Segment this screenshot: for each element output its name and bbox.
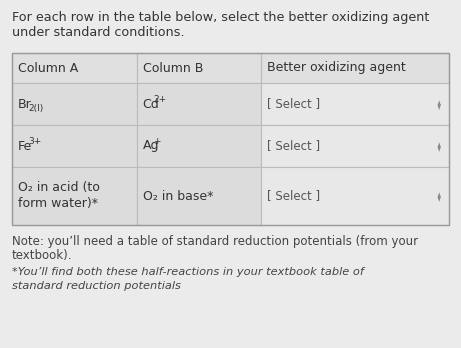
Bar bbox=[136, 167, 261, 225]
Text: Fe: Fe bbox=[18, 140, 32, 152]
Text: Ag: Ag bbox=[142, 140, 159, 152]
Bar bbox=[12, 125, 136, 167]
Text: [ Select ]: [ Select ] bbox=[267, 190, 320, 203]
Bar bbox=[12, 53, 449, 225]
Bar bbox=[261, 53, 449, 83]
Bar bbox=[261, 125, 449, 167]
Text: Column A: Column A bbox=[18, 62, 78, 74]
Text: standard reduction potentials: standard reduction potentials bbox=[12, 281, 181, 291]
Text: [ Select ]: [ Select ] bbox=[267, 97, 320, 111]
Bar bbox=[136, 125, 261, 167]
Bar bbox=[12, 53, 136, 83]
Text: Br: Br bbox=[18, 97, 32, 111]
Bar bbox=[136, 83, 261, 125]
Text: 3+: 3+ bbox=[29, 136, 41, 145]
Bar bbox=[261, 167, 449, 225]
Bar bbox=[261, 83, 449, 125]
Text: form water)*: form water)* bbox=[18, 198, 98, 211]
Text: Better oxidizing agent: Better oxidizing agent bbox=[267, 62, 406, 74]
Bar bbox=[12, 167, 136, 225]
Text: under standard conditions.: under standard conditions. bbox=[12, 26, 184, 39]
Text: ◄►: ◄► bbox=[437, 98, 443, 109]
Text: O₂ in base*: O₂ in base* bbox=[142, 190, 213, 203]
Text: 2+: 2+ bbox=[153, 95, 166, 103]
Text: O₂ in acid (to: O₂ in acid (to bbox=[18, 182, 100, 195]
Text: Column B: Column B bbox=[142, 62, 203, 74]
Bar bbox=[12, 83, 136, 125]
Text: [ Select ]: [ Select ] bbox=[267, 140, 320, 152]
Text: textbook).: textbook). bbox=[12, 249, 72, 262]
Text: *You’ll find both these half-reactions in your textbook table of: *You’ll find both these half-reactions i… bbox=[12, 267, 364, 277]
Bar bbox=[136, 53, 261, 83]
Text: Note: you’ll need a table of standard reduction potentials (from your: Note: you’ll need a table of standard re… bbox=[12, 235, 418, 248]
Text: ◄►: ◄► bbox=[437, 191, 443, 201]
Text: +: + bbox=[153, 136, 160, 145]
Text: For each row in the table below, select the better oxidizing agent: For each row in the table below, select … bbox=[12, 11, 429, 24]
Text: Cd: Cd bbox=[142, 97, 160, 111]
Text: ◄►: ◄► bbox=[437, 141, 443, 151]
Text: 2(l): 2(l) bbox=[29, 103, 44, 112]
